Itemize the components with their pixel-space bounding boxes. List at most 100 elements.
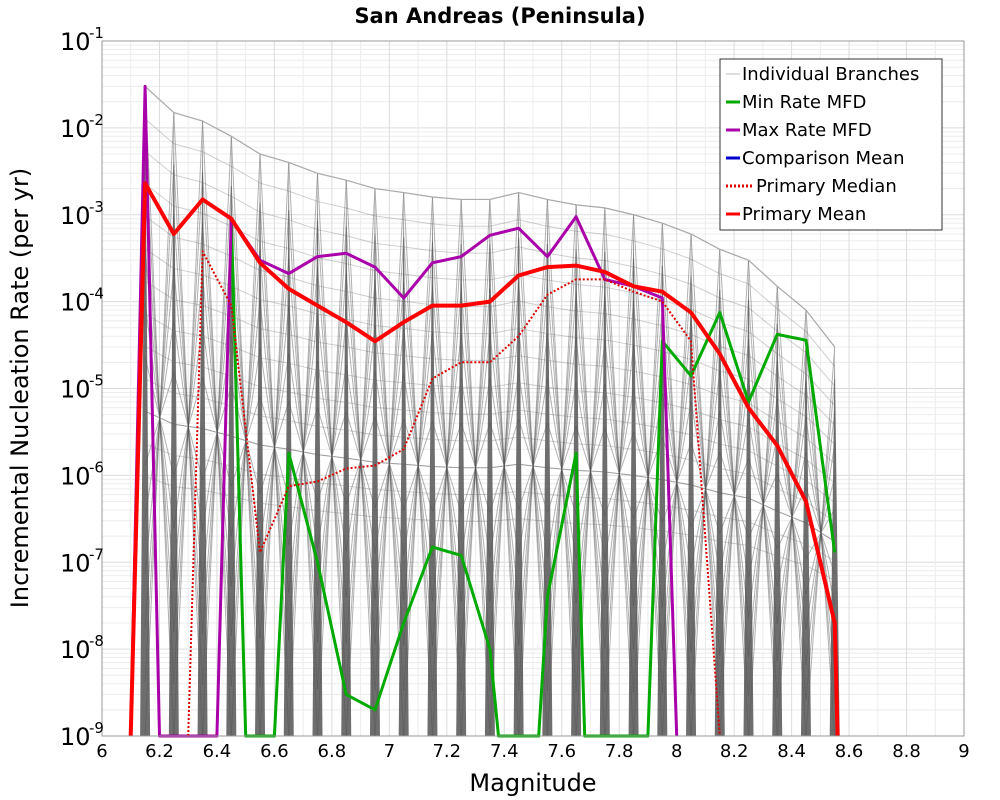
branch-line <box>776 398 807 417</box>
branch-line <box>547 494 577 498</box>
branch-line <box>403 219 433 225</box>
x-tick-label: 8.8 <box>892 741 921 762</box>
branch-line <box>604 251 635 693</box>
branch-line <box>604 345 635 605</box>
branch-line <box>604 301 635 649</box>
branch-line <box>633 344 663 352</box>
branch-line <box>777 533 807 545</box>
y-axis-label: Incremental Nucleation Rate (per yr) <box>6 168 34 608</box>
branch-line <box>374 370 405 555</box>
branch-line <box>346 485 376 491</box>
branch-line <box>576 337 605 341</box>
branch-line <box>259 182 289 192</box>
branch-line <box>489 355 519 361</box>
branch-line <box>489 199 520 737</box>
branch-line <box>690 275 721 696</box>
branch-line <box>202 489 232 497</box>
branch-spike <box>657 223 668 736</box>
branch-line <box>144 320 175 520</box>
branch-line <box>460 244 491 692</box>
branch-line <box>518 490 548 496</box>
branch-line <box>576 469 605 473</box>
y-tick-label: 10 <box>60 636 91 664</box>
y-tick-exponent: -1 <box>89 24 104 42</box>
branch-line <box>317 226 347 690</box>
branch-line <box>374 215 404 221</box>
x-tick-label: 7.8 <box>605 741 634 762</box>
branch-line <box>259 396 290 498</box>
branch-line <box>259 211 289 221</box>
branch-line <box>431 378 462 557</box>
branch-line <box>345 416 376 505</box>
branch-line <box>690 283 720 299</box>
branch-line <box>288 391 318 399</box>
branch-line <box>690 258 720 275</box>
branch-line <box>374 234 405 691</box>
branch-line <box>546 199 577 737</box>
branch-line <box>547 386 577 392</box>
branch-envelope <box>144 85 836 348</box>
branch-spike <box>427 197 438 736</box>
branch-line <box>805 565 835 581</box>
branch-line <box>317 454 347 459</box>
branch-line <box>575 204 606 737</box>
branch-line <box>719 297 749 309</box>
branch-line <box>805 458 836 484</box>
branch-line <box>374 516 404 520</box>
branch-line <box>690 384 720 396</box>
legend-label: Comparison Mean <box>742 148 905 169</box>
branch-line <box>403 196 433 737</box>
branch-line <box>317 369 347 376</box>
branch-line <box>259 258 290 640</box>
branch-line <box>805 379 836 701</box>
branch-line <box>173 236 203 245</box>
branch-line <box>403 409 433 414</box>
branch-spike <box>341 180 352 736</box>
branch-line <box>776 380 807 662</box>
branch-line <box>346 457 376 463</box>
x-tick-label: 6.4 <box>203 741 232 762</box>
branch-line <box>547 359 577 365</box>
branch-line <box>776 375 807 396</box>
branch-spike <box>542 199 553 736</box>
branch-line <box>489 518 519 522</box>
branch-line <box>633 351 663 606</box>
y-tick-label: 10 <box>60 376 91 404</box>
branch-line <box>317 360 347 551</box>
branch-line <box>144 140 175 685</box>
x-tick-label: 7.4 <box>490 741 519 762</box>
branch-line <box>518 463 548 469</box>
branch-line <box>144 378 175 394</box>
branch-line <box>288 267 318 641</box>
branch-line <box>202 286 232 583</box>
branch-line <box>518 518 548 522</box>
branch-line <box>776 451 807 587</box>
branch-line <box>431 286 462 647</box>
branch-line <box>346 207 376 217</box>
branch-line <box>317 426 347 431</box>
branch-line <box>719 330 749 657</box>
branch-line <box>547 252 577 259</box>
branch-line <box>374 461 404 465</box>
branch-line <box>776 286 807 737</box>
x-tick-label: 8.6 <box>835 741 864 762</box>
branch-line <box>173 205 203 214</box>
y-tick-exponent: -5 <box>89 372 104 390</box>
branch-line <box>460 333 491 602</box>
branch-line <box>432 385 462 388</box>
branch-line <box>661 351 692 611</box>
branch-line <box>403 237 433 692</box>
branch-line <box>547 413 577 418</box>
branch-line <box>173 320 204 532</box>
branch-line <box>719 540 749 547</box>
branch-line <box>173 223 204 633</box>
branch-line <box>633 258 663 694</box>
branch-line <box>805 444 836 630</box>
branch-line <box>288 407 318 498</box>
branch-line <box>288 276 318 287</box>
branch-line <box>776 420 807 439</box>
branch-line <box>518 192 548 737</box>
branch-line <box>518 244 548 691</box>
branch-line <box>374 237 405 691</box>
branch-line <box>489 288 520 646</box>
